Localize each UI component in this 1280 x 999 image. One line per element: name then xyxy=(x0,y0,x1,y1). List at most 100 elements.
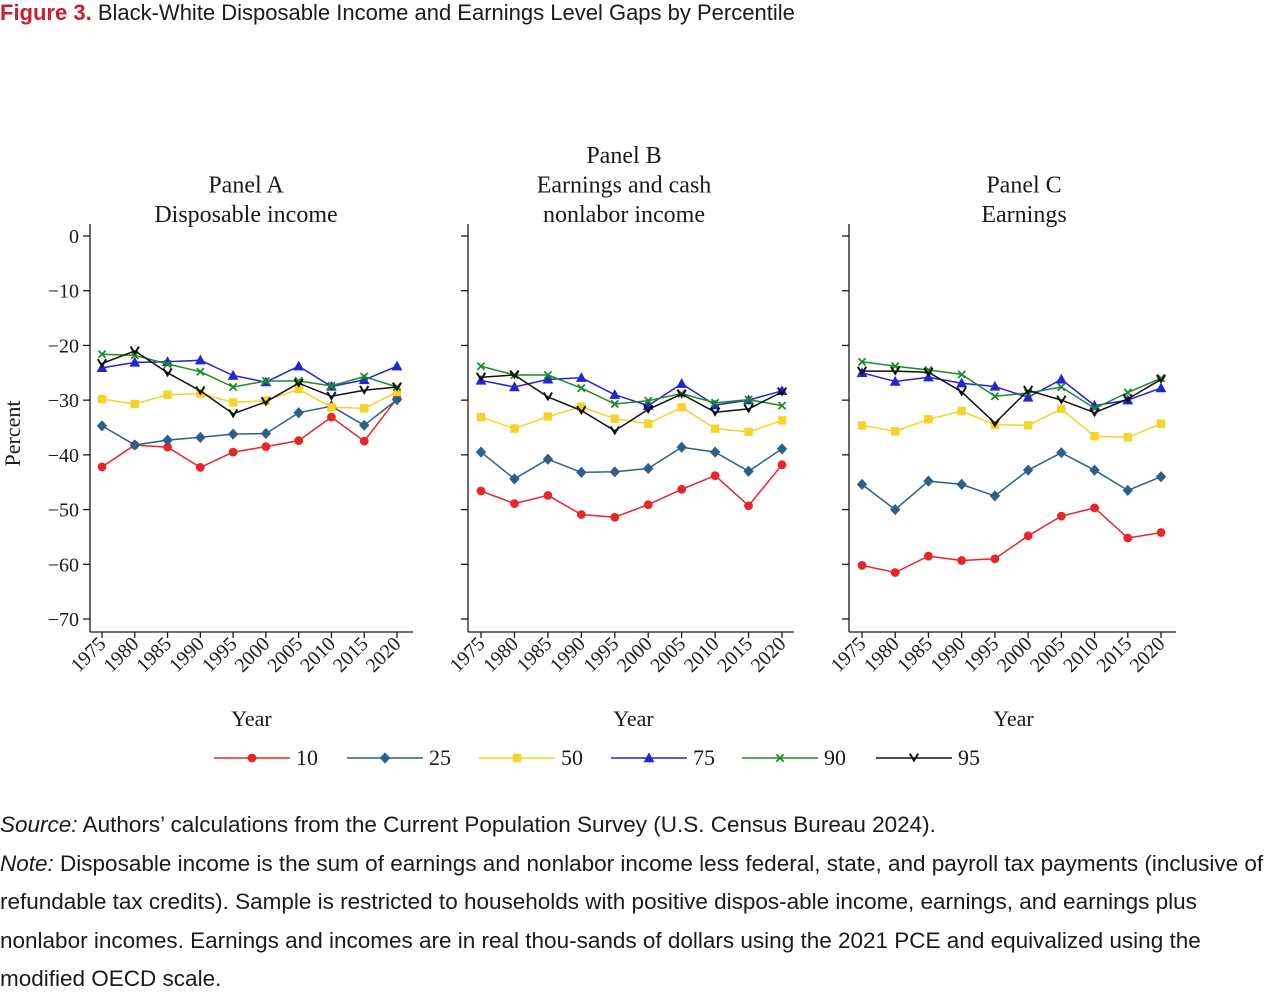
data-point xyxy=(359,436,369,446)
x-tick-label: 1990 xyxy=(926,633,970,677)
data-point xyxy=(989,418,1000,428)
x-tick-label: 2000 xyxy=(231,633,275,677)
x-tick-label: 1980 xyxy=(99,633,143,677)
series-10 xyxy=(857,503,1166,577)
data-point xyxy=(475,446,487,458)
data-point xyxy=(162,367,173,378)
data-point xyxy=(676,441,687,453)
data-point xyxy=(163,390,172,399)
data-point xyxy=(1023,385,1034,395)
data-point xyxy=(856,478,868,491)
data-point xyxy=(1056,511,1066,521)
data-point xyxy=(475,372,487,382)
series-line-10 xyxy=(480,464,783,518)
data-point xyxy=(777,401,787,410)
data-point xyxy=(744,427,753,437)
x-tick-label: 1990 xyxy=(165,633,209,677)
legend-item-75: 75 xyxy=(611,745,715,770)
y-tick-label: −20 xyxy=(48,335,79,357)
data-point xyxy=(130,399,139,409)
series-50 xyxy=(476,402,787,437)
data-point xyxy=(956,377,968,388)
data-point xyxy=(889,375,901,386)
panel-title-line: Panel C xyxy=(986,173,1061,199)
series-10 xyxy=(476,460,787,522)
data-point xyxy=(744,501,753,511)
series-line-10 xyxy=(101,398,398,469)
data-point xyxy=(228,408,239,419)
x-tick-label: 2005 xyxy=(646,633,690,677)
legend: 10 25 50 75 90 95 xyxy=(214,745,980,770)
x-tick-label: 2005 xyxy=(1026,633,1070,677)
legend-label: 10 xyxy=(296,745,318,770)
panel-title-line: Panel A xyxy=(208,173,284,199)
y-axis-label: Percent xyxy=(0,401,25,467)
series-line-95 xyxy=(101,350,398,415)
x-tick-label: 1995 xyxy=(579,633,623,677)
data-point xyxy=(643,396,653,405)
legend-label: 75 xyxy=(693,745,715,770)
data-point xyxy=(1023,531,1033,541)
x-tick-label: 1995 xyxy=(960,633,1004,677)
series-line-25 xyxy=(101,399,398,446)
data-point xyxy=(391,382,403,392)
data-point xyxy=(227,369,239,380)
data-point xyxy=(509,473,520,485)
data-point xyxy=(359,372,369,381)
data-point xyxy=(575,372,587,382)
panel-title-line: Panel B xyxy=(586,143,661,169)
data-point xyxy=(260,427,272,440)
data-point xyxy=(97,462,107,472)
series-line-10 xyxy=(861,507,1162,574)
data-point xyxy=(743,403,754,414)
legend-marker xyxy=(643,752,655,763)
data-point xyxy=(1089,407,1100,418)
series-25 xyxy=(96,393,403,451)
legend-label: 50 xyxy=(561,745,583,770)
y-tick-label: −30 xyxy=(48,390,79,412)
legend-marker xyxy=(775,753,785,763)
data-point xyxy=(391,360,403,371)
x-tick-label: 2020 xyxy=(1126,633,1170,677)
data-point xyxy=(1055,373,1067,384)
data-point xyxy=(294,436,304,446)
y-tick-label: −10 xyxy=(48,281,79,303)
data-point xyxy=(744,395,753,404)
data-point xyxy=(543,370,553,380)
series-95 xyxy=(856,366,1167,428)
figure-notes: Source: Authors’ calculations from the C… xyxy=(0,806,1280,999)
x-tick-label: 1975 xyxy=(67,633,111,677)
y-tick-label: −60 xyxy=(48,554,79,576)
data-point xyxy=(956,478,967,491)
data-point xyxy=(97,394,107,404)
data-point xyxy=(857,560,867,570)
legend-marker xyxy=(247,753,257,763)
data-point xyxy=(610,414,619,423)
data-point xyxy=(610,512,620,522)
series-95 xyxy=(96,345,403,419)
data-point xyxy=(890,503,901,516)
x-tick-label: 2020 xyxy=(362,633,406,677)
data-point xyxy=(924,551,933,561)
x-tick-label: 1985 xyxy=(513,633,557,677)
data-point xyxy=(327,412,336,422)
data-point xyxy=(1123,388,1133,397)
data-point xyxy=(1090,432,1099,441)
source-text: Authors’ calculations from the Current P… xyxy=(82,812,936,837)
data-point xyxy=(677,403,686,412)
data-point xyxy=(543,412,553,421)
data-point xyxy=(610,399,620,409)
series-line-25 xyxy=(861,451,1162,511)
data-point xyxy=(957,370,966,379)
data-point xyxy=(261,396,271,405)
data-point xyxy=(392,387,402,397)
data-point xyxy=(1057,382,1066,392)
data-point xyxy=(195,385,206,396)
data-point xyxy=(327,381,336,391)
data-point xyxy=(195,463,205,472)
figure-title: Figure 3. Black-White Disposable Income … xyxy=(0,0,795,26)
x-tick-label: 2010 xyxy=(296,633,340,677)
x-tick-label: 1995 xyxy=(198,633,242,677)
data-point xyxy=(194,354,206,365)
legend-marker xyxy=(512,753,522,763)
